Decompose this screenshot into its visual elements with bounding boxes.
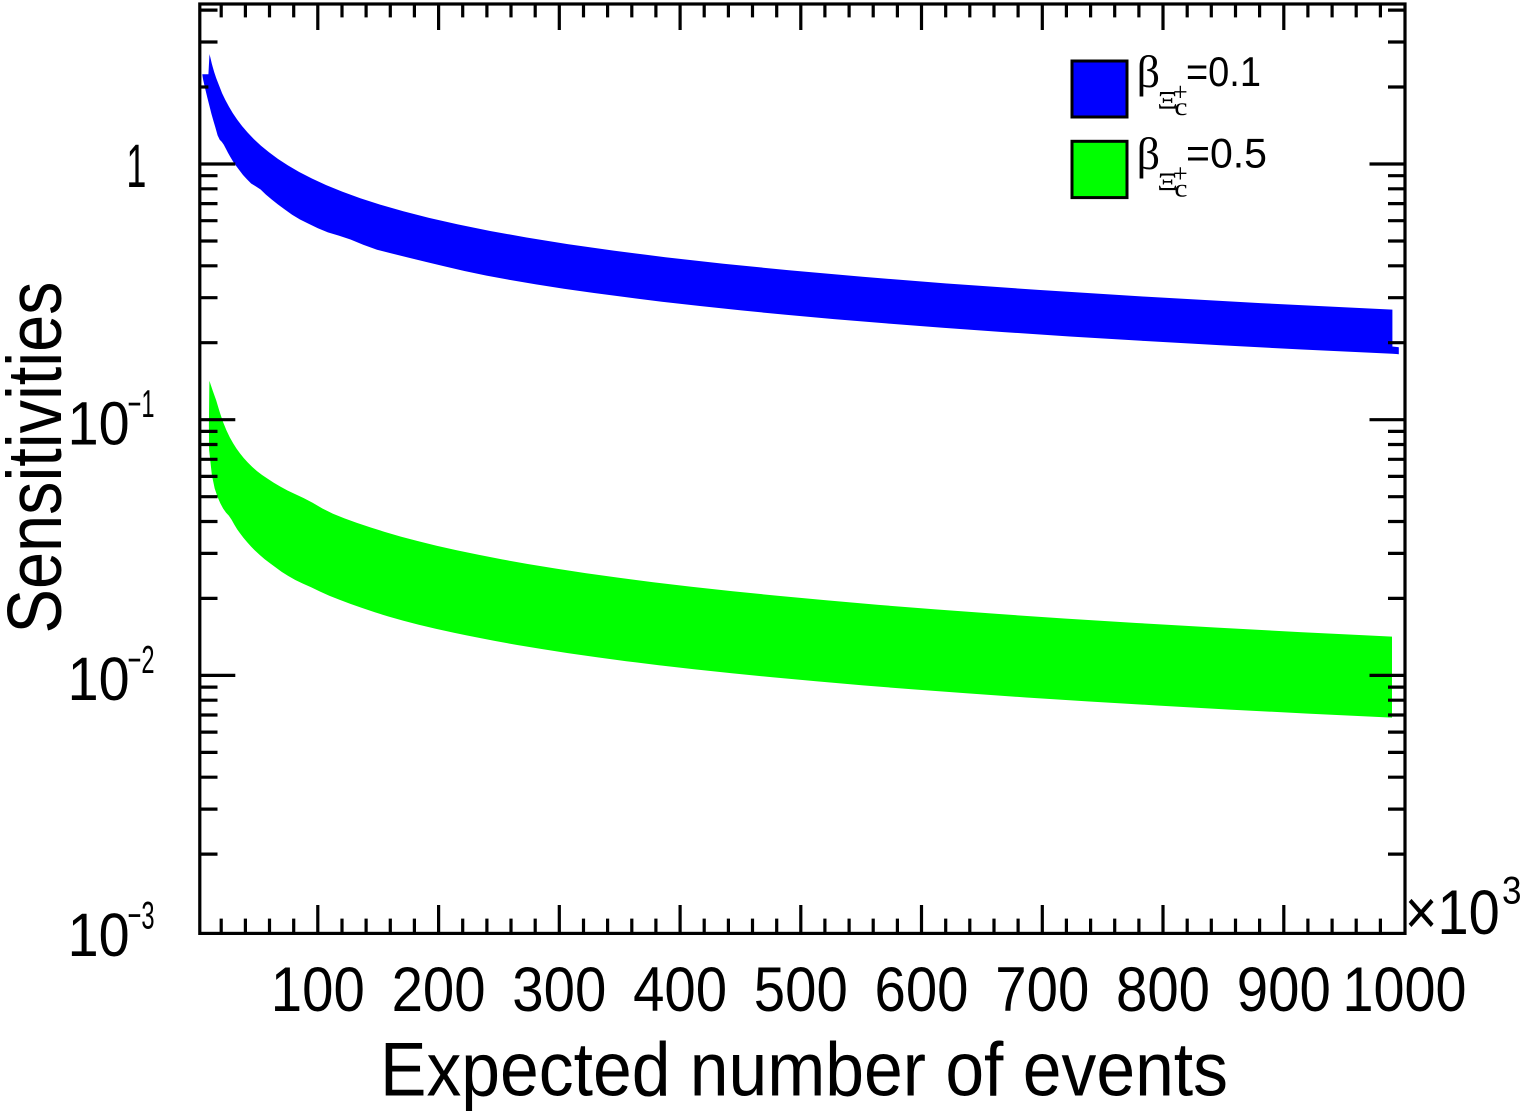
svg-text:600: 600 xyxy=(875,955,969,1025)
svg-text:Ξ: Ξ xyxy=(1157,87,1178,115)
svg-text:−1: −1 xyxy=(128,383,155,426)
svg-text:+: + xyxy=(1173,159,1188,188)
svg-text:400: 400 xyxy=(633,955,727,1025)
svg-text:900: 900 xyxy=(1237,955,1331,1025)
svg-text:+: + xyxy=(1173,78,1188,107)
svg-text:c: c xyxy=(1174,93,1187,120)
svg-text:β: β xyxy=(1137,46,1160,97)
svg-text:3: 3 xyxy=(1502,870,1522,913)
svg-text:300: 300 xyxy=(512,955,606,1025)
svg-text:800: 800 xyxy=(1116,955,1210,1025)
svg-text:β: β xyxy=(1137,128,1160,179)
svg-text:1000: 1000 xyxy=(1343,955,1467,1025)
svg-text:Expected number of events: Expected number of events xyxy=(380,1027,1228,1111)
svg-text:×10: ×10 xyxy=(1405,878,1500,948)
svg-text:10: 10 xyxy=(68,645,130,713)
svg-text:−3: −3 xyxy=(128,895,155,938)
svg-text:100: 100 xyxy=(271,955,365,1025)
svg-text:500: 500 xyxy=(754,955,848,1025)
svg-text:=0.1: =0.1 xyxy=(1186,48,1261,95)
svg-text:700: 700 xyxy=(995,955,1089,1025)
svg-text:Ξ: Ξ xyxy=(1157,168,1178,196)
svg-text:1: 1 xyxy=(126,132,146,200)
svg-text:10: 10 xyxy=(68,901,130,969)
svg-text:10: 10 xyxy=(68,390,130,458)
svg-text:c: c xyxy=(1174,174,1187,201)
svg-text:−2: −2 xyxy=(128,639,155,682)
svg-text:200: 200 xyxy=(392,955,486,1025)
svg-text:Sensitivities: Sensitivities xyxy=(0,282,78,634)
svg-text:=0.5: =0.5 xyxy=(1186,130,1267,177)
